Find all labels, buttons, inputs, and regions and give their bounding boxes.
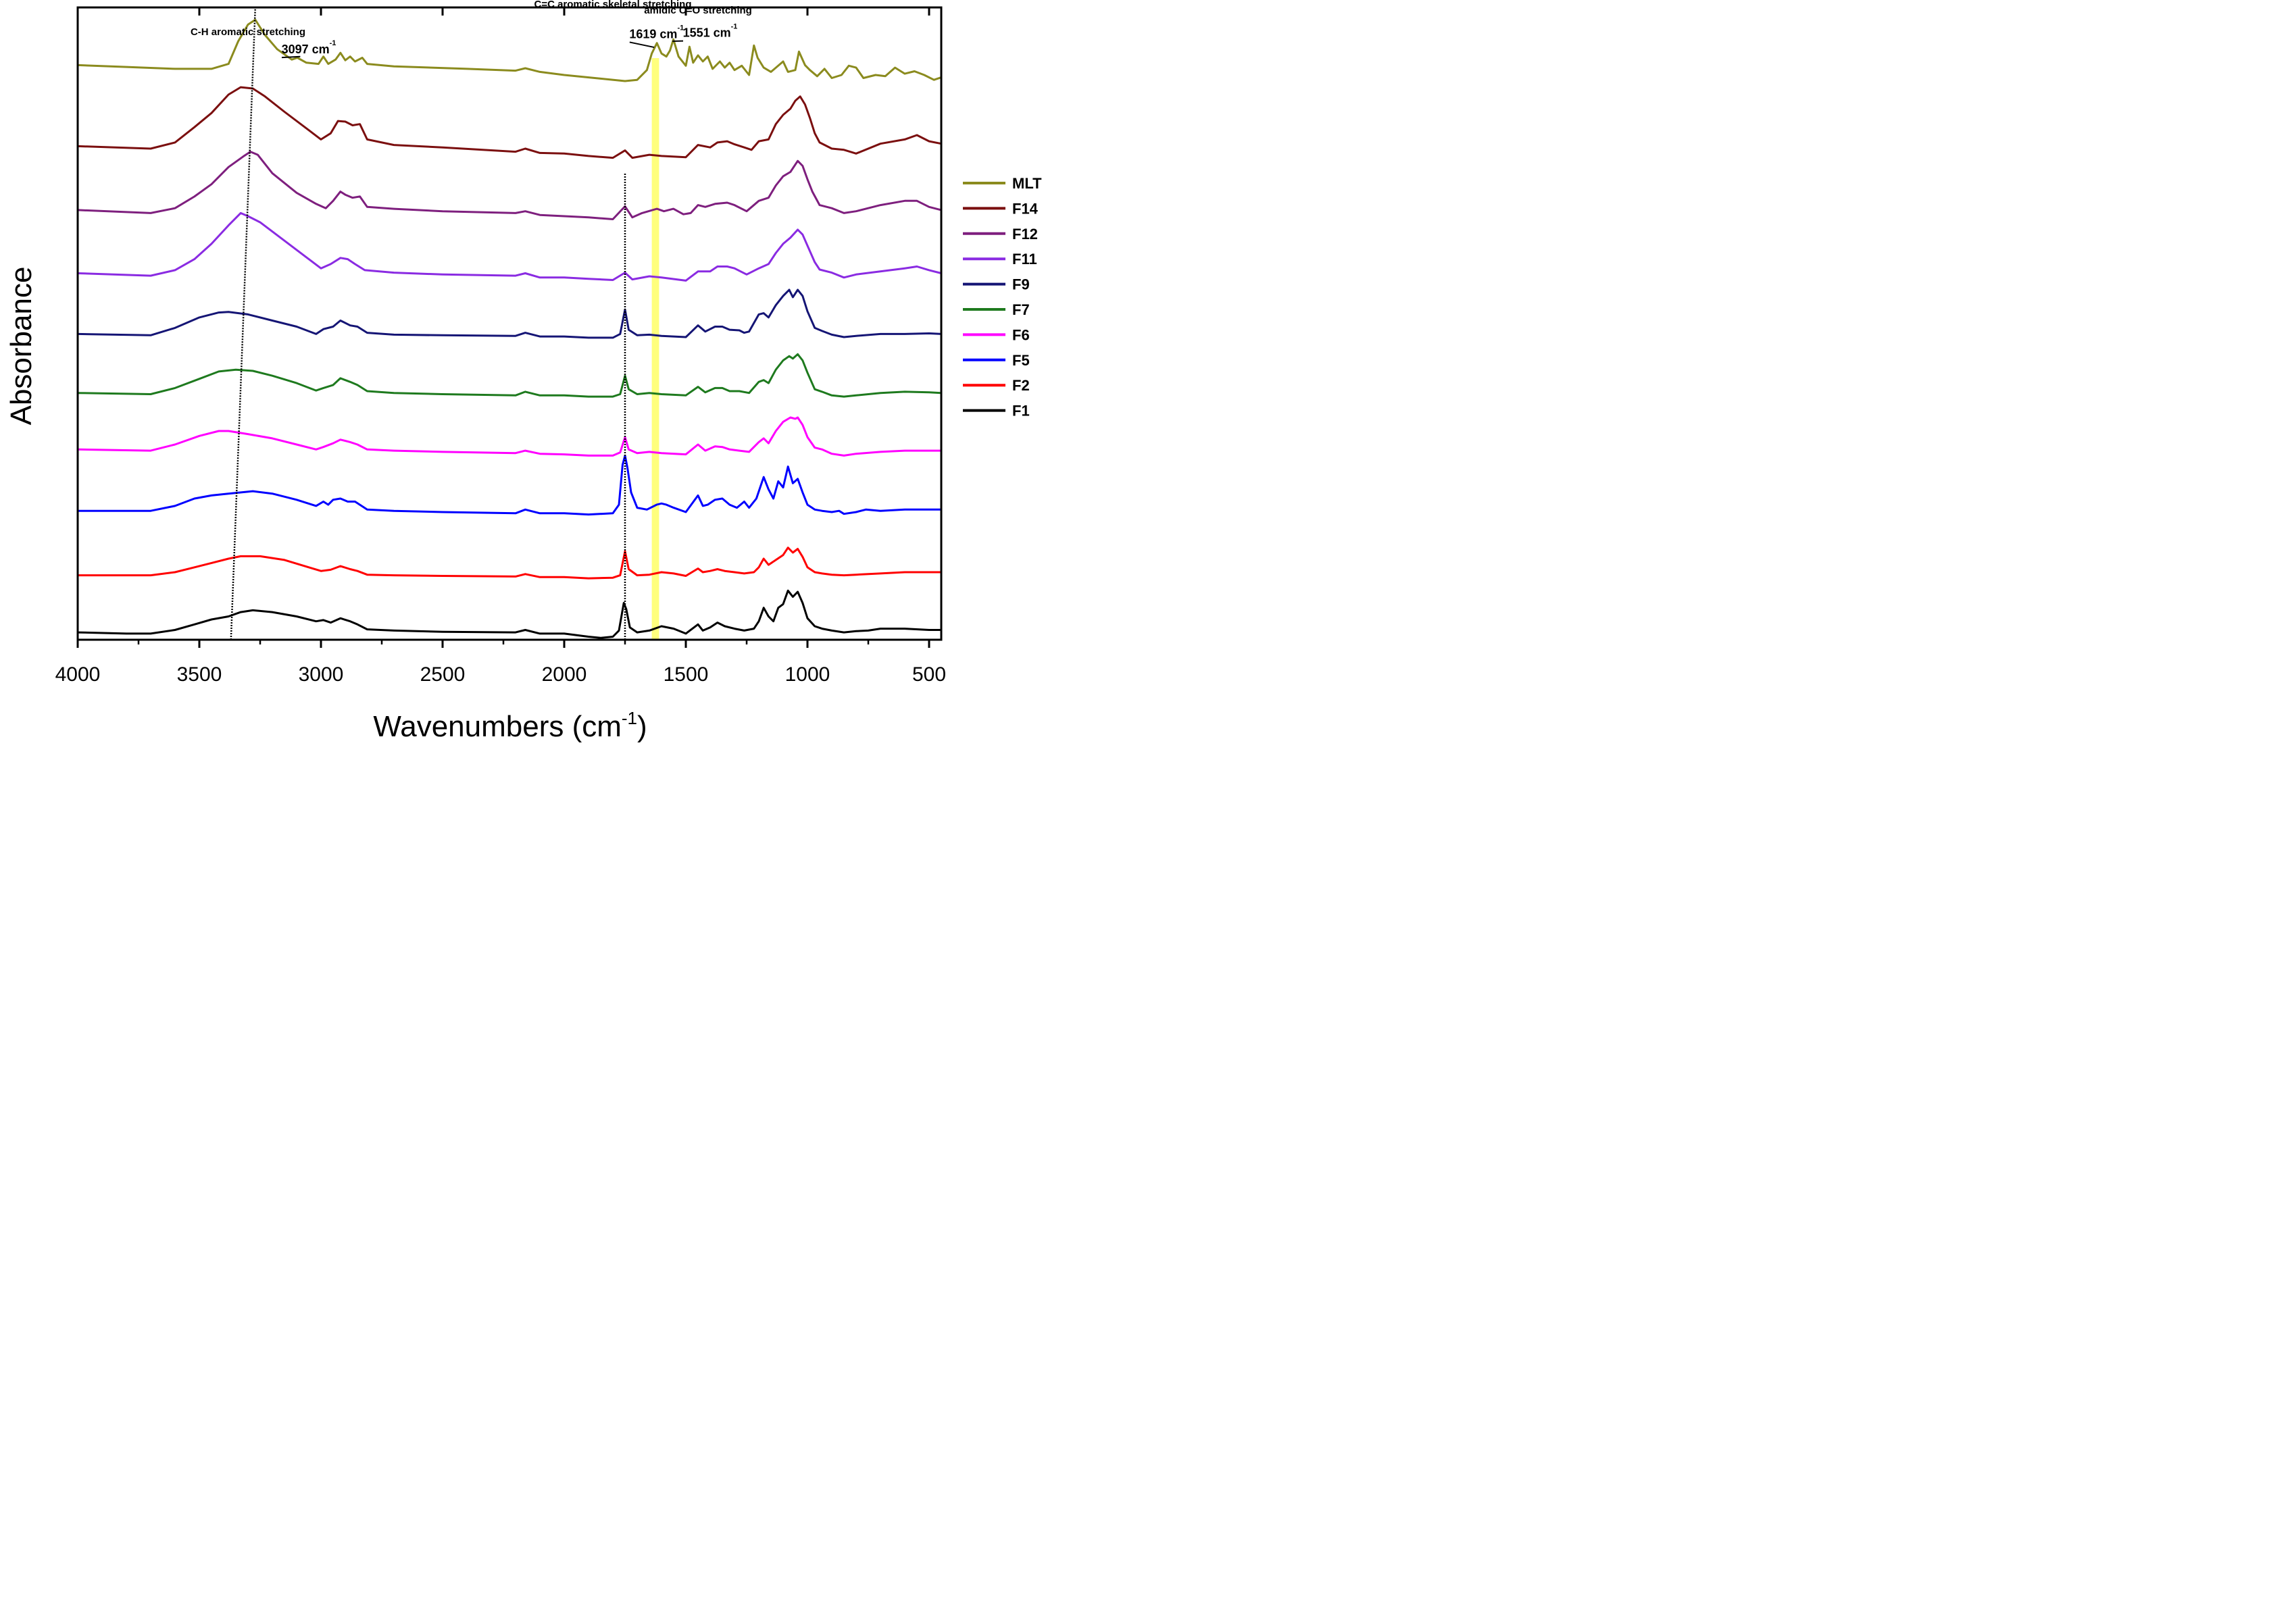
legend-label-f11: F11 xyxy=(1012,251,1037,268)
legend-label-f5: F5 xyxy=(1012,352,1030,369)
x-tick-label: 3000 xyxy=(299,663,344,686)
series-line-f5 xyxy=(78,454,941,516)
x-axis-label-main: Wavenumbers (cm xyxy=(373,710,622,743)
series-line-mlt xyxy=(77,18,942,82)
x-axis-label-close: ) xyxy=(637,710,647,743)
x-axis-label: Wavenumbers (cm-1) xyxy=(373,708,647,743)
x-tick-label: 1000 xyxy=(785,663,830,686)
highlight-band xyxy=(651,58,659,640)
annotation-peak-1619: 1619 cm-1 xyxy=(629,24,684,41)
plot-background xyxy=(78,7,941,640)
guide-line-1 xyxy=(230,7,257,640)
legend-label-mlt: MLT xyxy=(1012,175,1042,192)
series-line-f11 xyxy=(77,211,942,282)
x-tick-label: 500 xyxy=(912,663,946,686)
x-tick-label: 2000 xyxy=(542,663,587,686)
x-axis-ticks: 4000 3500 3000 2500 2000 1500 1000 500 xyxy=(55,7,946,686)
series-line-f2 xyxy=(78,547,941,580)
series-line-f6 xyxy=(77,416,941,457)
highlight-band-rect xyxy=(651,58,659,640)
y-axis-label: Absorbance xyxy=(5,267,38,426)
guide-lines xyxy=(230,7,626,640)
annotation-peak-1551-sup: -1 xyxy=(731,23,738,31)
legend-label-f2: F2 xyxy=(1012,377,1030,394)
series-line-f1 xyxy=(77,589,941,639)
x-tick-label: 2500 xyxy=(420,663,466,686)
annotation-ch-arom: C-H aromatic stretching xyxy=(191,26,305,38)
series-line-f7 xyxy=(77,353,942,398)
annotation-peak-1619-text: 1619 cm xyxy=(629,27,677,41)
legend-label-f6: F6 xyxy=(1012,326,1030,343)
plot-frame xyxy=(76,6,943,641)
annotation-ch-arom-text: C-H aromatic stretching xyxy=(191,26,305,38)
legend-label-f14: F14 xyxy=(1012,200,1039,217)
series-line-f14 xyxy=(77,86,942,159)
x-tick-label: 3500 xyxy=(177,663,222,686)
legend-label-f7: F7 xyxy=(1012,301,1030,318)
series-line-f12 xyxy=(77,151,942,220)
annotation-peak-1551-text: 1551 cm xyxy=(683,26,731,40)
legend: MLT F14 F12 F11 F9 F7 F6 F5 F2 F1 xyxy=(963,175,1042,420)
annotation-peak-3097-sup: -1 xyxy=(330,39,336,47)
annotation-peak-3097-text: 3097 cm xyxy=(282,43,330,56)
annotation-peak-3097: 3097 cm-1 xyxy=(282,39,336,56)
annotation-peak-1551: 1551 cm-1 xyxy=(683,23,738,40)
plot-border xyxy=(76,6,943,641)
series-line-f9 xyxy=(77,288,942,339)
legend-label-f1: F1 xyxy=(1012,403,1030,420)
x-tick-label: 1500 xyxy=(664,663,709,686)
spectra-curves xyxy=(77,18,942,639)
annotation-peak-1619-sup: -1 xyxy=(677,24,684,32)
plot-area xyxy=(78,7,941,640)
legend-label-f9: F9 xyxy=(1012,276,1030,293)
annotation-pointer-peak-1619 xyxy=(629,41,655,49)
x-tick-label: 4000 xyxy=(55,663,101,686)
x-axis-label-sup: -1 xyxy=(622,708,637,728)
legend-label-f12: F12 xyxy=(1012,226,1038,243)
